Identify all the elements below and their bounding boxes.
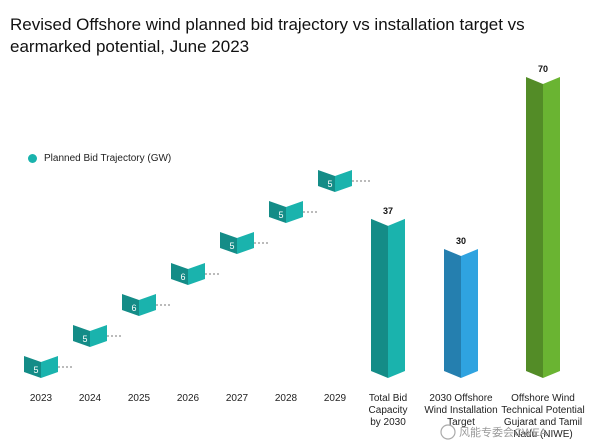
- bar-category-label: Total Bid: [369, 393, 407, 404]
- bar-left-face: [371, 218, 388, 378]
- trajectory-value-label: 5: [229, 241, 234, 251]
- legend-label-trajectory: Planned Bid Trajectory (GW): [44, 153, 172, 164]
- x-tick-label: 2023: [30, 393, 53, 404]
- bar-category-label: Capacity: [369, 405, 408, 416]
- x-tick-label: 2029: [324, 393, 347, 404]
- bar-right-face: [461, 249, 478, 378]
- chart-title: Revised Offshore wind planned bid trajec…: [10, 15, 525, 56]
- trajectory-block-left-face: [220, 232, 237, 254]
- trajectory-value-label: 5: [82, 334, 87, 344]
- bar-category-label: Offshore Wind: [511, 393, 575, 404]
- bar-category-label: Wind Installation: [424, 405, 497, 416]
- x-tick-label: 2025: [128, 393, 151, 404]
- trajectory-block-right-face: [188, 263, 205, 285]
- x-tick-label: 2026: [177, 393, 200, 404]
- bar-category-label: Nadu (NIWE): [513, 429, 572, 440]
- trajectory-value-label: 5: [278, 210, 283, 220]
- legend-marker-trajectory: [28, 154, 37, 163]
- watermark-text: 风能专委会CWEA: [459, 425, 548, 439]
- legend: Planned Bid Trajectory (GW): [28, 153, 171, 164]
- trajectory-value-label: 6: [131, 303, 136, 313]
- bar-right-face: [543, 77, 560, 378]
- trajectory-block-left-face: [171, 263, 188, 285]
- bar-data-label: 37: [383, 206, 393, 216]
- bar-category-label: Target: [447, 417, 475, 428]
- trajectory-block-left-face: [318, 170, 335, 192]
- bar-category-label: by 2030: [370, 417, 406, 428]
- trajectory-value-label: 5: [327, 179, 332, 189]
- trajectory-block-left-face: [269, 201, 286, 223]
- trajectory-block-right-face: [237, 232, 254, 254]
- bar-left-face: [444, 249, 461, 378]
- x-tick-label: 2027: [226, 393, 249, 404]
- trajectory-block-right-face: [335, 170, 352, 192]
- trajectory-block-right-face: [90, 325, 107, 347]
- x-tick-label: 2024: [79, 393, 102, 404]
- bar-data-label: 70: [538, 64, 548, 74]
- x-tick-label: 2028: [275, 393, 298, 404]
- wechat-icon: [440, 424, 456, 440]
- bar-left-face: [526, 77, 543, 378]
- bar-category-label: Gujarat and Tamil: [504, 417, 582, 428]
- bar-category-label: 2030 Offshore: [429, 393, 493, 404]
- bar-right-face: [388, 218, 405, 378]
- trajectory-block-right-face: [139, 294, 156, 316]
- trajectory-value-label: 5: [33, 365, 38, 375]
- trajectory-block-left-face: [73, 325, 90, 347]
- trajectory-block-right-face: [41, 356, 58, 378]
- trajectory-value-label: 6: [180, 272, 185, 282]
- trajectory-block-left-face: [122, 294, 139, 316]
- bar-data-label: 30: [456, 236, 466, 246]
- trajectory-block-right-face: [286, 201, 303, 223]
- trajectory-block-left-face: [24, 356, 41, 378]
- bar-category-label: Technical Potential: [501, 405, 584, 416]
